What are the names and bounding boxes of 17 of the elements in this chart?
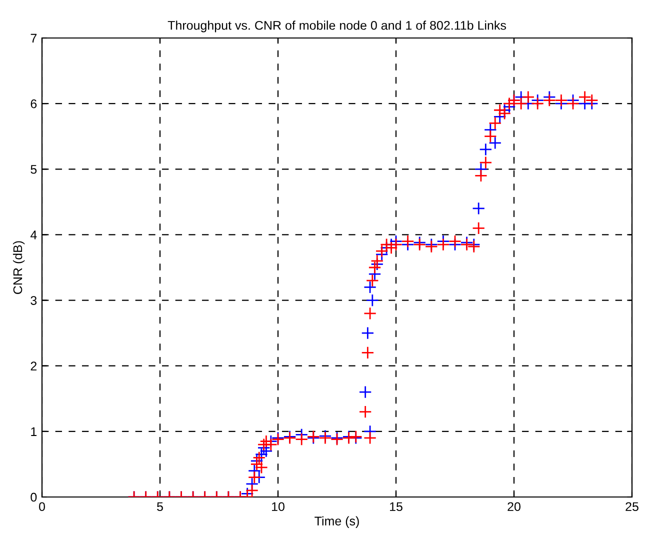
x-tick-label: 25: [626, 502, 638, 512]
y-tick-label: 0: [30, 492, 37, 502]
x-tick-label: 20: [508, 502, 520, 512]
x-axis-title: Time (s): [314, 516, 359, 528]
y-tick-label: 1: [31, 427, 37, 436]
x-tick-label: 15: [390, 502, 402, 512]
chart-title: Throughput vs. CNR of mobile node 0 and 1 of 802.11b Links: [168, 20, 506, 32]
y-tick-label: 3: [30, 296, 37, 305]
y-tick-label: 2: [30, 362, 37, 370]
y-tick-label: 4: [30, 230, 37, 240]
y-tick-label: 6: [30, 99, 37, 108]
y-axis-title: CNR (dB): [12, 241, 25, 294]
y-tick-label: 5: [30, 165, 37, 174]
y-tick-label: 7: [30, 34, 37, 43]
x-tick-label: 0: [39, 502, 45, 512]
x-tick-label: 5: [157, 502, 163, 512]
x-tick-label: 10: [272, 502, 284, 512]
